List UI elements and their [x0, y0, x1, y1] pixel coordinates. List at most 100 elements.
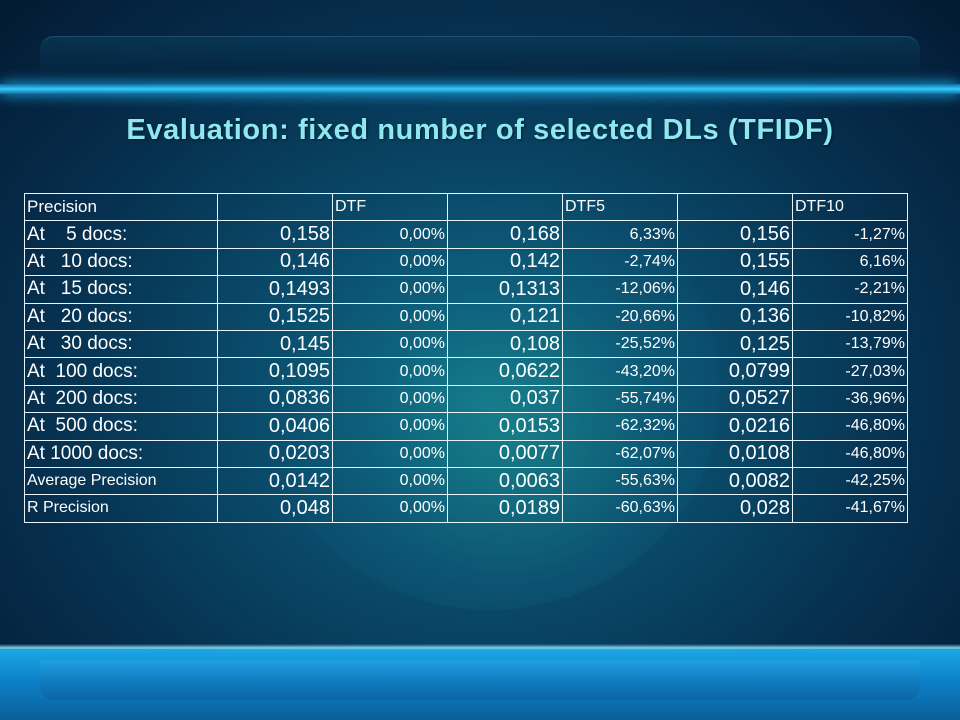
cell-label: At 100 docs: [24, 357, 218, 386]
cell-v10: 0,156 [677, 220, 793, 249]
header-empty-d [447, 192, 563, 222]
table-row: R Precision 0,048 0,00% 0,0189 -60,63% 0,028-… [24, 494, 908, 523]
cell-p5: -12,06% [562, 275, 678, 304]
cell-v5: 0,0622 [447, 357, 563, 386]
cell-p10: -41,67% [792, 494, 908, 523]
cell-p0: 0,00% [332, 302, 448, 331]
cell-p10: -36,96% [792, 384, 908, 414]
cell-p0: 0,00% [332, 466, 448, 496]
cell-v10: 0,0799 [677, 357, 793, 386]
cell-v10: 0,028 [677, 494, 793, 523]
cell-v0: 0,048 [217, 494, 333, 523]
cell-label: At 30 docs: [24, 329, 218, 359]
cell-v0: 0,0836 [217, 384, 333, 414]
cell-v10: 0,136 [677, 302, 793, 331]
cell-v5: 0,037 [447, 384, 563, 414]
cell-p5: -62,07% [562, 439, 678, 468]
cell-v0: 0,0203 [217, 439, 333, 468]
cell-v5: 0,108 [447, 329, 563, 359]
table-row: At 5 docs: 0,158 0,00% 0,168 6,33% 0,156 -1,27… [24, 220, 908, 249]
cell-p10: -46,80% [792, 412, 908, 441]
table-row: At 100 docs: 0,1095 0,00% 0,0622 -43,20% 0,07… [24, 357, 908, 386]
cell-label: At 200 docs: [24, 384, 218, 414]
cell-v0: 0,1095 [217, 357, 333, 386]
cell-v10: 0,155 [677, 247, 793, 277]
cell-v0: 0,158 [217, 220, 333, 249]
header-dtf: DTF [332, 192, 448, 222]
cell-p5: -25,52% [562, 329, 678, 359]
table-row: At 30 docs: 0,145 0,00% 0,108 -25,52% 0,125 -1… [24, 329, 908, 359]
cell-v5: 0,168 [447, 220, 563, 249]
cell-label: At 500 docs: [24, 412, 218, 441]
slide-title: Evaluation: fixed number of selected DLs… [126, 114, 834, 146]
table-row: At 1000 docs: 0,0203 0,00% 0,0077 -62,07% 0,0… [24, 439, 908, 468]
table-header-row: Precision DTF DTF5 DTF10 [24, 192, 908, 222]
cell-p0: 0,00% [332, 247, 448, 277]
cell-p0: 0,00% [332, 275, 448, 304]
cell-p10: -1,27% [792, 220, 908, 249]
cell-p10: -13,79% [792, 329, 908, 359]
table-row: At 20 docs: 0,1525 0,00% 0,121 -20,66% 0,136-… [24, 302, 908, 331]
cell-p5: 6,33% [562, 220, 678, 249]
cell-v5: 0,0189 [447, 494, 563, 523]
cell-p0: 0,00% [332, 412, 448, 441]
cell-v0: 0,1493 [217, 275, 333, 304]
cell-v0: 0,0142 [217, 466, 333, 496]
cell-p10: -46,80% [792, 439, 908, 468]
bottom-glow-line [0, 644, 960, 652]
cell-p10: -27,03% [792, 357, 908, 386]
cell-p0: 0,00% [332, 357, 448, 386]
cell-v0: 0,146 [217, 247, 333, 277]
cell-p10: 6,16% [792, 247, 908, 277]
cell-v10: 0,0108 [677, 439, 793, 468]
header-empty-f [677, 192, 793, 222]
header-precision: Precision [24, 192, 218, 222]
cell-v5: 0,121 [447, 302, 563, 331]
table-row: Average Precision 0,0142 0,00% 0,0063 -55,63… [24, 466, 908, 496]
header-dtf10: DTF10 [792, 192, 908, 222]
cell-label: R Precision [24, 494, 218, 523]
cell-p0: 0,00% [332, 494, 448, 523]
cell-p5: -43,20% [562, 357, 678, 386]
cell-v5: 0,1313 [447, 275, 563, 304]
cell-label: At 10 docs: [24, 247, 218, 277]
table-row: At 500 docs: 0,0406 0,00% 0,0153 -62,32% 0,02… [24, 412, 908, 441]
table-body: At 5 docs: 0,158 0,00% 0,168 6,33% 0,156 -1,27… [24, 220, 908, 523]
bottom-frame-decoration [40, 660, 920, 700]
cell-v10: 0,146 [677, 275, 793, 304]
cell-p0: 0,00% [332, 384, 448, 414]
results-table: Precision DTF DTF5 DTF10 At 5 docs: 0,158… [24, 192, 908, 523]
cell-v10: 0,0082 [677, 466, 793, 496]
cell-v0: 0,0406 [217, 412, 333, 441]
cell-v5: 0,0063 [447, 466, 563, 496]
cell-label: At 1000 docs: [24, 439, 218, 468]
cell-p5: -55,63% [562, 466, 678, 496]
cell-p0: 0,00% [332, 329, 448, 359]
cell-label: Average Precision [24, 466, 218, 496]
cell-label: At 15 docs: [24, 275, 218, 304]
cell-p10: -2,21% [792, 275, 908, 304]
cell-p10: -10,82% [792, 302, 908, 331]
table-row: At 10 docs: 0,146 0,00% 0,142 -2,74% 0,155 6,1… [24, 247, 908, 277]
header-dtf5: DTF5 [562, 192, 678, 222]
table-row: At 200 docs: 0,0836 0,00% 0,037 -55,74% 0,052… [24, 384, 908, 414]
cell-v10: 0,0527 [677, 384, 793, 414]
cell-p5: -60,63% [562, 494, 678, 523]
table-row: At 15 docs: 0,1493 0,00% 0,1313 -12,06% 0,146… [24, 275, 908, 304]
cell-p5: -62,32% [562, 412, 678, 441]
cell-p5: -55,74% [562, 384, 678, 414]
cell-p10: -42,25% [792, 466, 908, 496]
cell-p5: -2,74% [562, 247, 678, 277]
cell-v5: 0,0153 [447, 412, 563, 441]
header-empty-b [217, 192, 333, 222]
cell-v0: 0,145 [217, 329, 333, 359]
cell-v10: 0,0216 [677, 412, 793, 441]
cell-label: At 20 docs: [24, 302, 218, 331]
top-glow-bar [0, 84, 960, 94]
cell-p0: 0,00% [332, 220, 448, 249]
cell-v5: 0,142 [447, 247, 563, 277]
cell-p5: -20,66% [562, 302, 678, 331]
cell-v0: 0,1525 [217, 302, 333, 331]
cell-label: At 5 docs: [24, 220, 218, 249]
cell-v5: 0,0077 [447, 439, 563, 468]
